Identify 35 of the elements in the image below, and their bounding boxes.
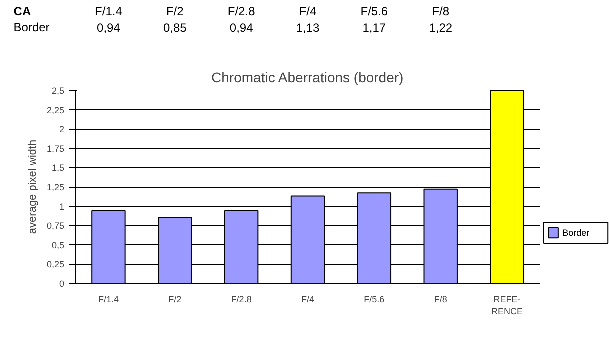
data-label: 1,22 (429, 21, 453, 35)
x-tick-label: F/2.8 (231, 294, 252, 304)
y-tick-label: 1,5 (52, 163, 65, 174)
x-tick-label: F/8 (434, 294, 448, 304)
x-tick-label: F/2 (168, 294, 182, 304)
chart-title: Chromatic Aberrations (border) (212, 70, 404, 86)
y-tick-label: 2 (59, 124, 65, 135)
x-tick-label: F/1.4 (98, 294, 119, 304)
category-label: F/4 (299, 4, 317, 18)
text: Border (14, 20, 50, 34)
category-label: F/8 (432, 4, 450, 18)
y-tick-label: 0,75 (46, 221, 65, 232)
y-tick-label: 0,25 (46, 260, 65, 270)
x-tick-label: F/5.6 (364, 294, 385, 304)
data-label: 1,17 (362, 21, 386, 35)
y-tick-label: 1,75 (46, 144, 65, 154)
y-tick-label: 2,5 (52, 86, 65, 96)
legend-label: Border (562, 228, 590, 238)
y-tick-label: 1,25 (46, 182, 65, 192)
data-label: 1,13 (296, 21, 320, 35)
x-tick-label: REFE- RENCE (492, 294, 524, 316)
data-label: 0,85 (163, 21, 188, 35)
y-tick-label: 1 (59, 202, 65, 212)
text: CA (14, 4, 32, 18)
category-label: F/2 (166, 4, 184, 18)
x-tick-label: F/4 (302, 294, 315, 304)
y-axis-title: average pixel width (26, 140, 39, 234)
y-tick-label: 0 (59, 279, 65, 289)
data-label: 0,94 (97, 21, 121, 35)
y-tick-label: 2,25 (46, 105, 65, 116)
category-label: F/2.8 (228, 4, 256, 18)
category-label: F/5.6 (360, 4, 388, 18)
data-label: 0,94 (230, 21, 254, 35)
y-tick-label: 0,5 (52, 240, 65, 250)
category-label: F/1.4 (95, 4, 122, 18)
